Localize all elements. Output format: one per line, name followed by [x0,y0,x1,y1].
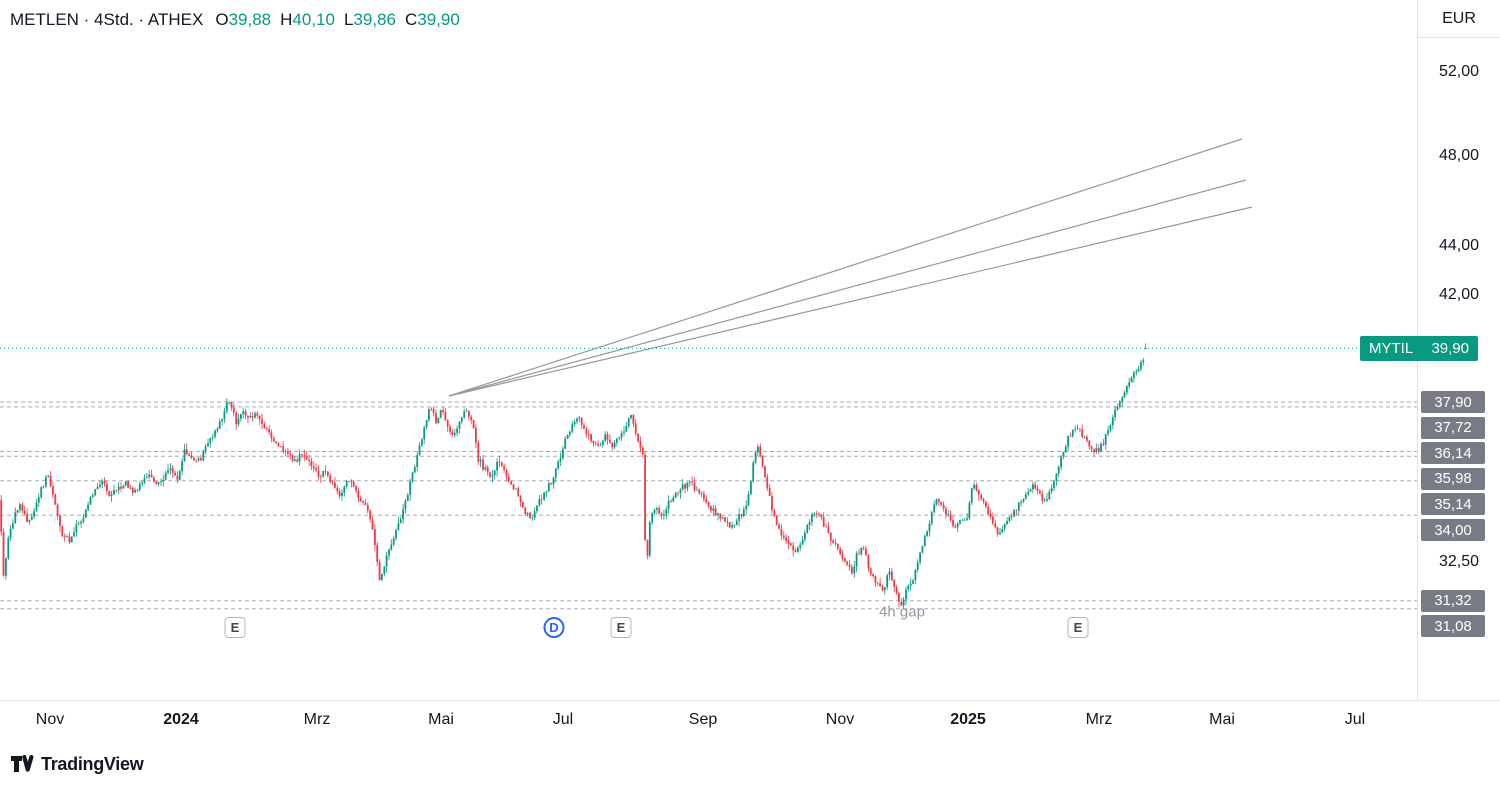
price-tick-label: 32,50 [1438,553,1480,571]
ohlc-c: C39,90 [404,10,460,29]
tradingview-logo[interactable]: TradingView [10,752,144,776]
price-tick-label: 44,00 [1438,237,1480,255]
price-level-lines[interactable] [0,401,1417,610]
time-label-month: Mai [428,711,454,728]
ohlc-h: H40,10 [280,10,335,29]
currency-label[interactable]: EUR [1418,0,1500,38]
gap-annotation[interactable]: 4h gap [879,603,925,621]
price-tick-label: 42,00 [1438,285,1480,303]
time-label-month: Nov [825,711,855,728]
earnings-marker[interactable]: E [610,617,632,638]
price-level-badge[interactable]: 31,08 [1421,615,1485,638]
price-level-badge[interactable]: 37,72 [1421,416,1485,439]
current-symbol-label: MYTIL [1369,339,1414,357]
current-price-badge[interactable]: MYTIL 39,90 [1360,335,1478,361]
price-level-badge[interactable]: 35,98 [1421,467,1485,490]
symbol-title[interactable]: METLEN · 4Std. · ATHEX [10,10,204,29]
trend-lines[interactable] [448,138,1253,397]
time-label-month: Mrz [1085,711,1113,728]
tradingview-logo-text: TradingView [41,753,144,774]
time-label-year: 2024 [163,711,199,728]
time-axis[interactable]: Nov 2024 Mrz Mai Jul Sep Nov 2025 Mrz Mai Jul [0,700,1500,742]
candlestick-chart[interactable] [0,0,1417,700]
earnings-marker[interactable]: E [224,617,246,638]
price-tick-label: 52,00 [1438,63,1480,81]
price-level-badge[interactable]: 31,32 [1421,589,1485,612]
price-level-badge[interactable]: 37,90 [1421,391,1485,413]
ohlc-o: O39,88 [215,10,272,29]
time-label-month: Sep [688,711,718,728]
time-label-month: Mai [1209,711,1235,728]
tradingview-logo-icon [11,754,34,772]
time-label-month: Mrz [303,711,331,728]
ohlc-values: O39,88 H40,10 L39,86 C39,90 [215,10,459,30]
price-level-badge[interactable]: 35,14 [1421,493,1485,516]
price-tick-label: 48,00 [1438,146,1480,164]
price-level-badge[interactable]: 34,00 [1421,519,1485,541]
price-axis[interactable]: EUR 52,00 48,00 44,00 42,00 32,50 37,90 37,72… [1417,0,1500,740]
symbol-legend: METLEN · 4Std. · ATHEX O39,88 H40,10 L39,8… [10,10,460,30]
current-price-value: 39,90 [1431,339,1469,357]
candles [0,343,1147,609]
ohlc-l: L39,86 [343,10,396,29]
time-label-month: Jul [1344,711,1366,728]
earnings-marker[interactable]: E [1067,617,1089,638]
dividend-marker[interactable]: D [543,617,565,638]
time-label-month: Jul [552,711,574,728]
time-label-year: 2025 [950,711,986,728]
price-level-badge[interactable]: 36,14 [1421,442,1485,465]
time-label-month: Nov [35,711,65,728]
